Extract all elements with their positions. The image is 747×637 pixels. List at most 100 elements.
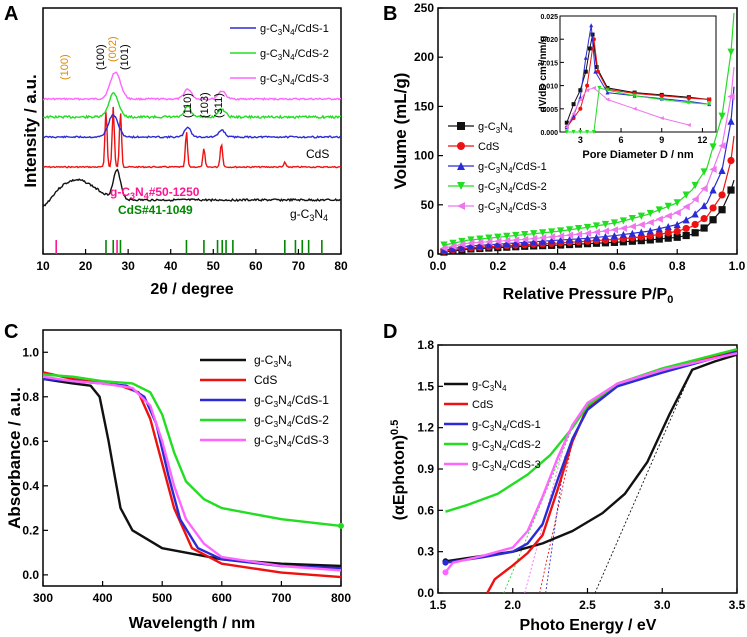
series-marker-2 xyxy=(539,237,547,245)
series-marker-0 xyxy=(655,235,663,243)
series-marker-4 xyxy=(556,232,565,240)
series-marker-3 xyxy=(449,239,457,247)
legend-d-text-1: CdS xyxy=(472,399,493,411)
inset-series-marker-3 xyxy=(707,102,712,107)
series-marker-2 xyxy=(512,239,520,247)
series-marker-2 xyxy=(646,227,654,235)
series-marker-3 xyxy=(503,232,511,240)
panel-label-d: D xyxy=(383,321,397,343)
panel-d-y-tick-label: 0.3 xyxy=(417,545,434,559)
series-marker-4 xyxy=(440,244,448,252)
series-marker-2 xyxy=(440,246,448,254)
series-marker-2 xyxy=(628,229,636,237)
inset-series-marker-0 xyxy=(578,88,583,93)
series-marker-3 xyxy=(673,199,681,207)
panel-b-series xyxy=(440,12,735,256)
legend-c-text-3: g-C3N4/CdS-2 xyxy=(254,413,329,429)
inset-series-marker-2 xyxy=(589,23,594,28)
panel-d-y-tick-label: 1.2 xyxy=(417,421,434,435)
panel-b-x-tick-label: 0.0 xyxy=(430,259,447,273)
series-marker-3 xyxy=(709,143,717,151)
series-marker-3 xyxy=(664,202,672,210)
series-marker-2 xyxy=(709,186,717,194)
panel-b-inset: 3 6 9 12 0.000 0.005 0.010 0.015 0.020 0.025 xyxy=(540,14,717,145)
inset-series-marker-3 xyxy=(571,130,576,134)
tangent-line-3 xyxy=(545,455,566,594)
series-marker-3 xyxy=(548,228,556,236)
series-marker-4 xyxy=(664,212,672,220)
legend-b-text-1: CdS xyxy=(478,141,499,153)
series-marker-4 xyxy=(592,228,601,236)
legend-d-text-3: g-C3N4/CdS-2 xyxy=(472,439,541,453)
series-marker-4 xyxy=(628,222,636,231)
curve-cds-3 xyxy=(42,71,342,101)
panel-a-x-tick-label: 60 xyxy=(249,259,263,273)
panel-d-y-label: (αEphoton)0.5 xyxy=(389,420,408,521)
series-marker-2 xyxy=(592,233,601,241)
panel-c: 300 400 500 600 700 800 0.0 0.2 0.4 0.6 0.8 1.0 Wav… xyxy=(5,329,351,632)
series-marker-4 xyxy=(673,209,681,217)
series-marker-2 xyxy=(655,225,663,233)
series-line-3 xyxy=(42,373,342,528)
series-marker-0 xyxy=(691,229,699,237)
panel-a: 10 20 30 40 50 60 70 80 2θ / degree Intensity /… xyxy=(21,7,348,298)
panel-c-series xyxy=(42,371,344,579)
inset-x-tick-label: 6 xyxy=(619,135,624,145)
inset-series-marker-2 xyxy=(593,69,598,74)
legend-a-text-2: g-C3N4/CdS-2 xyxy=(260,48,329,62)
panel-b-x-label: Relative Pressure P/P0 xyxy=(503,286,674,306)
peak-label-100-gcn: (100) xyxy=(59,54,71,80)
series-marker-4 xyxy=(583,229,592,237)
panel-b-y-label: Volume (mL/g) xyxy=(391,73,410,190)
series-marker-4 xyxy=(467,239,475,247)
series-marker-2 xyxy=(503,239,511,248)
panel-b-legend: g-C3N4 CdS g-C3N4/CdS-1 g-C3N4/CdS-2 g-C3N4/… xyxy=(448,121,547,215)
inset-series-marker-1 xyxy=(707,97,712,102)
inset-series-marker-0 xyxy=(594,65,599,70)
series-marker-2 xyxy=(700,201,708,210)
series-marker-3 xyxy=(476,235,484,243)
legend-b-marker-3 xyxy=(457,182,465,190)
panel-c-x-tick-label: 800 xyxy=(331,591,351,605)
panel-a-x-tick-label: 50 xyxy=(207,259,221,273)
ref-label-gcn: g-C3N4#50-1250 xyxy=(110,185,200,201)
series-marker-2 xyxy=(718,166,726,174)
peak-label-311: (311) xyxy=(213,93,225,118)
panel-d-x-tick-label: 1.5 xyxy=(430,598,447,612)
inset-series-marker-2 xyxy=(605,90,610,95)
series-marker-0 xyxy=(727,186,735,194)
legend-d-text-2: g-C3N4/CdS-1 xyxy=(472,419,541,433)
inset-series-marker-1 xyxy=(686,96,691,101)
panel-b-y-tick-label: 50 xyxy=(421,198,435,212)
series-marker-2 xyxy=(691,210,699,218)
series-marker-1 xyxy=(673,227,681,235)
panel-d-y-tick-label: 0.9 xyxy=(417,462,434,476)
series-marker-3 xyxy=(539,229,547,237)
peak-label-101: (101) xyxy=(119,44,131,70)
series-marker-1 xyxy=(682,224,690,233)
legend-c-text-1: CdS xyxy=(254,373,277,387)
series-line-4 xyxy=(42,375,342,572)
inset-series-marker-1 xyxy=(659,93,664,98)
panel-c-x-tick-label: 300 xyxy=(33,591,53,605)
series-end-marker xyxy=(338,522,344,529)
inset-series-marker-4 xyxy=(585,88,590,93)
panel-d-x-tick-label: 3.5 xyxy=(729,598,746,612)
inset-series-marker-1 xyxy=(595,69,600,74)
legend-b-text-4: g-C3N4/CdS-3 xyxy=(478,201,547,215)
series-marker-2 xyxy=(485,241,493,249)
series-marker-3 xyxy=(521,231,529,239)
series-marker-3 xyxy=(512,231,520,240)
series-marker-0 xyxy=(637,237,645,245)
inset-series-marker-1 xyxy=(578,106,583,111)
legend-b-marker-0 xyxy=(457,122,465,130)
panel-d: 1.5 2.0 2.5 3.0 3.5 0.0 0.3 0.6 0.9 1.2 1.5 1.8 Pho… xyxy=(389,338,746,634)
panel-d-x-tick-label: 3.0 xyxy=(654,598,671,612)
series-marker-1 xyxy=(655,230,663,238)
series-marker-0 xyxy=(673,233,681,241)
panel-a-y-label: Intensity / a.u. xyxy=(21,74,40,187)
panel-c-y-tick-label: 0.0 xyxy=(22,568,39,582)
panel-b-y-tick-label: 200 xyxy=(414,50,434,64)
series-marker-1 xyxy=(700,214,708,223)
